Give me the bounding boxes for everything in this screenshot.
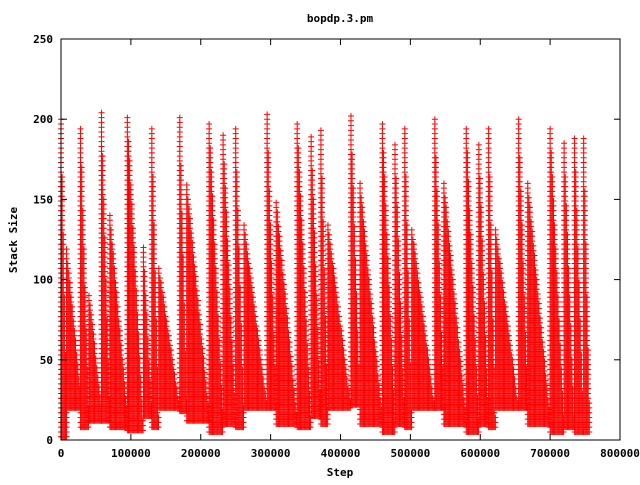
- data-point-4707: [241, 222, 248, 229]
- data-point-3123: [184, 196, 191, 203]
- data-point-4137: [221, 161, 228, 168]
- data-point-816: [88, 311, 95, 318]
- chart-title: bopdp.3.pm: [307, 12, 374, 25]
- data-point-404: [70, 318, 77, 325]
- data-point-887: [92, 355, 99, 362]
- data-point-1291: [108, 226, 115, 233]
- data-point-339: [66, 279, 73, 286]
- data-point-768: [85, 292, 92, 299]
- data-point-283: [64, 260, 71, 267]
- data-point-4082: [220, 132, 227, 139]
- data-point-793: [87, 302, 94, 309]
- data-point-421: [71, 327, 78, 334]
- data-point-1048: [99, 153, 106, 160]
- data-point-2860: [176, 114, 183, 121]
- data-point-2384: [149, 173, 156, 180]
- plot-points: [58, 109, 593, 440]
- data-point-2557: [156, 274, 163, 281]
- data-point-588: [78, 164, 85, 171]
- data-point-4514: [233, 169, 240, 176]
- data-point-1665: [124, 114, 131, 121]
- data-point-634: [79, 207, 86, 214]
- data-point-2529: [155, 265, 162, 272]
- data-point-121: [59, 173, 66, 180]
- data-point-4460: [232, 125, 239, 132]
- data-point-312: [65, 270, 72, 277]
- data-point-533: [77, 125, 84, 132]
- data-point-2912: [177, 162, 184, 169]
- data-point-702: [82, 284, 89, 291]
- data-point-2180: [141, 268, 148, 275]
- data-point-2331: [148, 125, 155, 132]
- data-point-873: [91, 340, 98, 347]
- data-point-672: [80, 246, 87, 253]
- data-point-837: [89, 321, 96, 328]
- data-point-385: [69, 303, 76, 310]
- data-point-363: [68, 294, 75, 301]
- data-point-992: [98, 109, 105, 116]
- data-point-1249: [106, 212, 113, 219]
- data-point-1726: [125, 138, 132, 145]
- data-point-3691: [207, 145, 214, 152]
- data-point-2149: [140, 244, 147, 251]
- data-point-856: [90, 331, 97, 338]
- data-point-436: [72, 337, 79, 344]
- data-point-4744: [242, 231, 249, 238]
- data-point-3631: [206, 121, 213, 128]
- data-point-252: [63, 246, 70, 253]
- data-point-3076: [183, 181, 190, 188]
